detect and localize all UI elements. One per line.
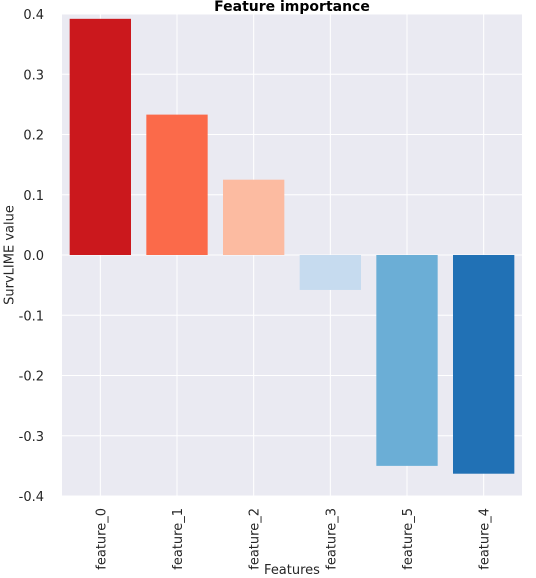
y-tick-label: -0.4: [19, 490, 44, 505]
x-tick-label: feature_2: [248, 508, 263, 570]
y-tick-label: 0.1: [23, 189, 44, 204]
y-tick-label: 0.0: [23, 249, 44, 264]
x-tick-label: feature_4: [478, 508, 493, 570]
x-tick-labels: feature_0 feature_1 feature_2 feature_3 feat…: [94, 508, 492, 570]
y-tick-label: -0.3: [19, 430, 44, 445]
bar-feature_1: [146, 114, 208, 256]
y-tick-label: -0.2: [19, 370, 44, 385]
bar-feature_4: [453, 255, 515, 474]
bar-feature_0: [69, 18, 131, 255]
y-tick-label: 0.3: [23, 68, 44, 83]
y-tick-label: 0.2: [23, 129, 44, 144]
x-tick-label: feature_5: [401, 508, 416, 570]
bar-feature_2: [223, 179, 285, 255]
bar-feature_5: [376, 255, 438, 466]
chart-title: Feature importance: [214, 0, 370, 15]
y-axis-label: SurvLIME value: [3, 205, 18, 305]
bars: [69, 18, 515, 474]
y-tick-label: 0.4: [23, 8, 44, 23]
x-tick-label: feature_3: [324, 508, 339, 570]
x-tick-label: feature_0: [94, 508, 109, 570]
x-tick-label: feature_1: [171, 508, 186, 570]
bar-feature_3: [299, 255, 361, 290]
y-tick-labels: -0.4 -0.3 -0.2 -0.1 0.0 0.1 0.2 0.3 0.4: [19, 8, 44, 505]
x-axis-label: Features: [264, 563, 320, 578]
y-tick-label: -0.1: [19, 309, 44, 324]
